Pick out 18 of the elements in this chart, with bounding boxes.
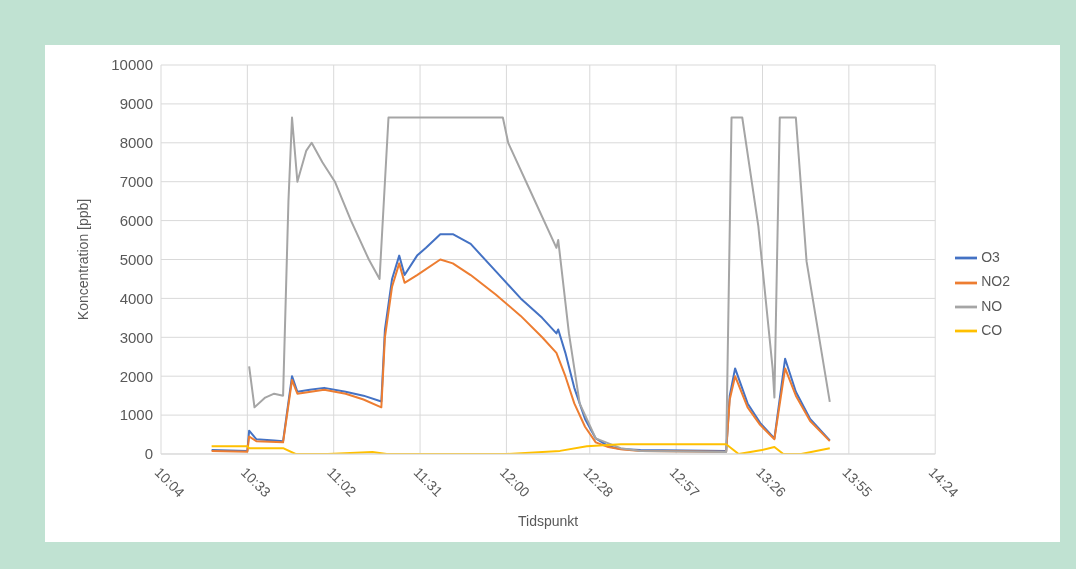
- y-tick-label: 5000: [119, 250, 153, 268]
- x-axis-title: Tidspunkt: [518, 513, 579, 529]
- y-axis-title: Koncentration [ppb]: [74, 198, 91, 321]
- y-tick-label: 6000: [119, 211, 153, 229]
- y-tick-label: 8000: [119, 134, 153, 152]
- y-tick-label: 10000: [111, 56, 153, 74]
- legend-label: NO2: [981, 273, 1010, 290]
- y-tick-label: 2000: [119, 367, 153, 385]
- y-tick-label: 3000: [119, 328, 153, 346]
- y-tick-label: 1000: [119, 406, 153, 424]
- legend-label: O3: [981, 248, 1000, 265]
- y-tick-label: 4000: [119, 289, 153, 307]
- y-tick-label: 9000: [119, 95, 153, 113]
- y-tick-label: 7000: [119, 173, 153, 191]
- y-tick-label: 0: [144, 445, 153, 463]
- legend-label: NO: [981, 297, 1003, 314]
- legend-label: CO: [981, 321, 1003, 338]
- line-series: [248, 116, 831, 454]
